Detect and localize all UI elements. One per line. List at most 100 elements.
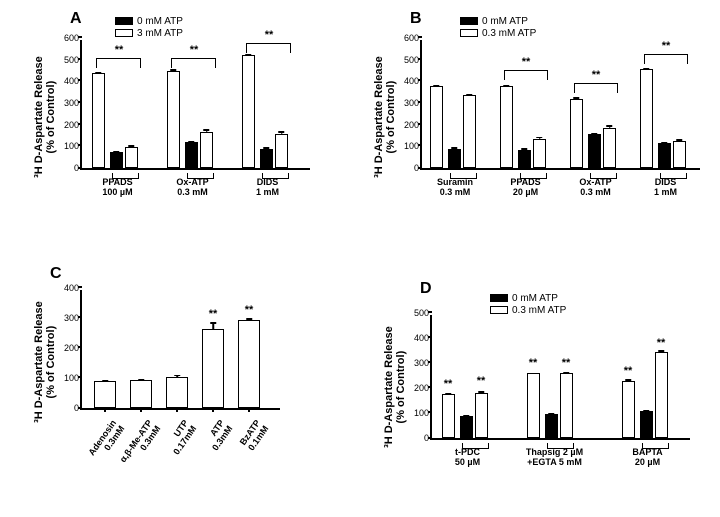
- bar: [200, 132, 213, 168]
- panel-a-chart: 0 100 200 300 400 500 600 ** PPADS100 µM…: [80, 40, 310, 170]
- sig-label: **: [245, 304, 254, 316]
- x-label: PPADS100 µM: [90, 178, 145, 198]
- panel-b: B ³H D-Aspartate Release (% of Control) …: [360, 10, 710, 220]
- bar: [202, 329, 224, 409]
- sig-label: **: [624, 365, 633, 377]
- panel-b-label: B: [410, 10, 422, 28]
- bar: [242, 55, 255, 168]
- sig-bracket: [504, 70, 548, 80]
- bar: [640, 69, 653, 168]
- x-label: t-PDC50 µM: [440, 448, 495, 468]
- bar: [166, 377, 188, 409]
- legend-swatch: [490, 306, 508, 314]
- bar: [570, 99, 583, 168]
- panel-c: C ³H D-Aspartate Release (% of Control) …: [20, 265, 310, 500]
- panel-d-ylabel: ³H D-Aspartate Release (% of Control): [383, 322, 407, 452]
- bar: [110, 152, 123, 168]
- bar: [518, 150, 531, 168]
- bar: [658, 143, 671, 168]
- sig-bracket: [96, 58, 141, 68]
- panel-a-ylabel-text: ³H D-Aspartate Release (% of Control): [33, 56, 57, 178]
- sig-label: **: [522, 56, 531, 68]
- legend-text: 0 mM ATP: [482, 16, 528, 27]
- bar: [460, 416, 473, 439]
- sig-label: **: [529, 357, 538, 369]
- x-label: Ox-ATP0.3 mM: [165, 178, 220, 198]
- bar: [430, 86, 443, 168]
- legend-swatch: [490, 294, 508, 302]
- panel-a-label: A: [70, 10, 82, 28]
- panel-d: D ³H D-Aspartate Release (% of Control) …: [370, 280, 710, 500]
- bar: [125, 147, 138, 168]
- bar: [130, 380, 152, 409]
- bar: [260, 149, 273, 169]
- sig-label: **: [444, 378, 453, 390]
- legend-swatch: [460, 29, 478, 37]
- legend-text: 3 mM ATP: [137, 28, 183, 39]
- x-label: Ox-ATP0.3 mM: [568, 178, 623, 198]
- sig-label: **: [115, 44, 124, 56]
- sig-label: **: [209, 308, 218, 320]
- bar: [673, 141, 686, 168]
- panel-d-legend: 0 mM ATP 0.3 mM ATP: [490, 292, 566, 316]
- sig-bracket: [644, 54, 688, 64]
- bar: [603, 128, 616, 168]
- legend-swatch: [460, 17, 478, 25]
- bar: [448, 149, 461, 169]
- panel-d-label: D: [420, 280, 432, 298]
- bar: [475, 393, 488, 438]
- panel-c-label: C: [50, 265, 62, 283]
- panel-b-legend: 0 mM ATP 0.3 mM ATP: [460, 15, 536, 39]
- bar: [560, 373, 573, 438]
- legend-swatch: [115, 29, 133, 37]
- panel-d-chart: 0 100 200 300 400 500 ** ** t-PDC50 µM *…: [430, 315, 690, 440]
- legend-text: 0.3 mM ATP: [482, 28, 536, 39]
- x-label: Thapsig 2 µM+EGTA 5 mM: [512, 448, 597, 468]
- sig-bracket: [246, 43, 291, 53]
- x-label: DIDS1 mM: [240, 178, 295, 198]
- bar: [533, 139, 546, 168]
- bar: [588, 134, 601, 168]
- x-label: DIDS1 mM: [638, 178, 693, 198]
- sig-label: **: [562, 357, 571, 369]
- sig-label: **: [190, 44, 199, 56]
- panel-a-ylabel: ³H D-Aspartate Release (% of Control): [33, 52, 57, 182]
- panel-b-chart: 0 100 200 300 400 500 600 Suramin0.3 mM …: [420, 40, 700, 170]
- panel-c-ylabel-text: ³H D-Aspartate Release (% of Control): [33, 301, 57, 423]
- bar: [545, 414, 558, 438]
- bar: [92, 73, 105, 168]
- legend-swatch: [115, 17, 133, 25]
- panel-b-ylabel-text: ³H D-Aspartate Release (% of Control): [373, 56, 397, 178]
- x-label: BAPTA20 µM: [620, 448, 675, 468]
- bar: [442, 394, 455, 438]
- bar: [500, 86, 513, 168]
- bar: [640, 411, 653, 439]
- sig-bracket: [574, 83, 618, 93]
- bar: [622, 381, 635, 439]
- panel-b-ylabel: ³H D-Aspartate Release (% of Control): [373, 52, 397, 182]
- bar: [167, 71, 180, 169]
- bar: [655, 352, 668, 438]
- panel-c-ylabel: ³H D-Aspartate Release (% of Control): [33, 297, 57, 427]
- sig-label: **: [657, 337, 666, 349]
- bar: [185, 142, 198, 168]
- sig-bracket: [171, 58, 216, 68]
- bar: [275, 134, 288, 168]
- legend-text: 0 mM ATP: [512, 293, 558, 304]
- bar: [463, 95, 476, 168]
- x-label: PPADS20 µM: [498, 178, 553, 198]
- bar: [527, 373, 540, 438]
- panel-d-ylabel-text: ³H D-Aspartate Release (% of Control): [383, 326, 407, 448]
- legend-text: 0 mM ATP: [137, 16, 183, 27]
- sig-label: **: [265, 29, 274, 41]
- bar: [94, 381, 116, 408]
- panel-a-legend: 0 mM ATP 3 mM ATP: [115, 15, 183, 39]
- panel-a: A ³H D-Aspartate Release (% of Control) …: [20, 10, 330, 220]
- sig-label: **: [477, 375, 486, 387]
- bar: [238, 320, 260, 409]
- legend-text: 0.3 mM ATP: [512, 305, 566, 316]
- sig-label: **: [592, 69, 601, 81]
- x-label: Suramin0.3 mM: [426, 178, 484, 198]
- sig-label: **: [662, 40, 671, 52]
- panel-c-chart: 0 100 200 300 400 Adenosin0.3mM α,β-Me-A…: [80, 290, 280, 410]
